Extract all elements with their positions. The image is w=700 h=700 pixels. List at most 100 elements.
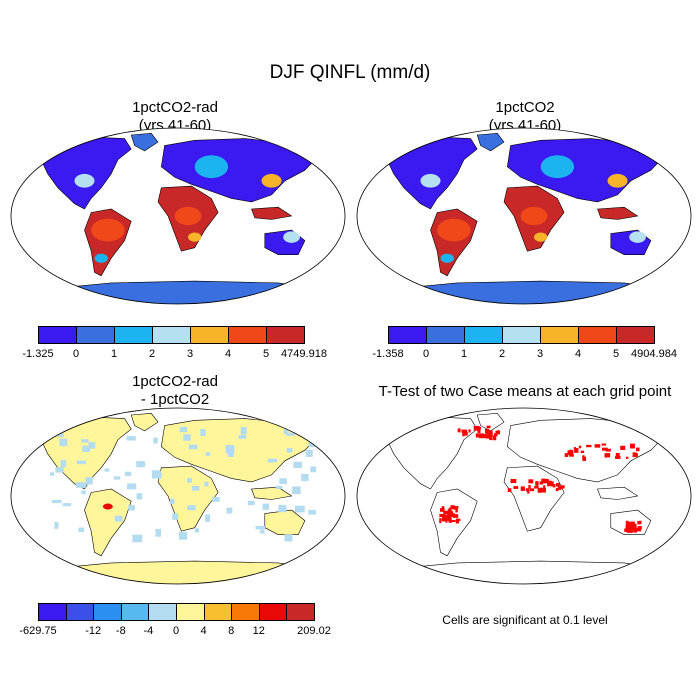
colorbar-1-label-5: 4: [224, 348, 232, 360]
map4-sig-67: [578, 445, 582, 449]
map3-cell-16: [136, 493, 143, 500]
map3-cell-1: [59, 438, 68, 447]
colorbar-3-label-4: -4: [143, 625, 154, 637]
map3-cell-48: [200, 429, 206, 437]
colorbar-2-label-4: 3: [536, 348, 544, 360]
map4-sig-50: [543, 478, 549, 484]
map3-cell-64: [128, 505, 135, 511]
colorbar-2-box-1: [426, 326, 465, 344]
map4-southAmerica: [430, 488, 478, 557]
map3-cell-46: [172, 513, 179, 520]
colorbar-3-box-8: [258, 603, 288, 621]
map4-sig-79: [479, 433, 484, 439]
map3-cell-21: [192, 485, 200, 491]
colorbar-1-box-0: [38, 326, 77, 344]
map3-cell-13: [247, 500, 255, 506]
map4-sig-55: [615, 452, 620, 458]
map3-cell-29: [204, 481, 209, 487]
map4-sig-18: [456, 506, 459, 509]
colorbar-1-box-4: [190, 326, 229, 344]
map3-cell-60: [124, 471, 132, 476]
map1-border: [10, 127, 346, 305]
map4-sig-13: [443, 510, 450, 515]
colorbar-1-label-2: 1: [110, 348, 118, 360]
colorbar-2-box-4: [540, 326, 579, 344]
map4-sig-90: [461, 429, 465, 433]
map4-northAmerica: [386, 416, 478, 490]
map3-cell-25: [188, 444, 198, 450]
colorbar-2-box-6: [616, 326, 655, 344]
map4-sig-41: [510, 478, 517, 484]
map4-sig-35: [556, 482, 560, 487]
colorbar-1-label-7: 4749.918: [281, 348, 327, 360]
map4-sig-82: [496, 430, 501, 435]
colorbar-1-box-6: [266, 326, 305, 344]
map3-cell-30: [283, 428, 289, 435]
map3-cell-17: [88, 442, 96, 449]
figure-title: DJF QINFL (mm/d): [269, 62, 431, 83]
map4-sig-120: [631, 523, 635, 529]
map4-sig-43: [528, 484, 531, 489]
colorbar-3-box-4: [148, 603, 177, 621]
map4-sig-12: [447, 509, 452, 512]
map4-sig-110: [626, 527, 630, 532]
map3-cell-43: [293, 461, 303, 469]
map4-sig-46: [557, 486, 562, 490]
map3-cell-33: [205, 452, 211, 456]
map4-sig-94: [463, 431, 468, 436]
map3-cell-69: [186, 478, 193, 483]
map2-region-7: [534, 232, 548, 242]
colorbar-3-label-3: -8: [115, 625, 126, 637]
map4-sig-66: [636, 447, 640, 452]
map4-sig-65: [625, 456, 629, 459]
colorbar-2-label-3: 2: [498, 348, 506, 360]
map2-antarctica: [369, 280, 679, 304]
map4-sig-103: [475, 433, 480, 438]
map1-region-1: [174, 206, 202, 226]
map4-sig-58: [604, 453, 611, 458]
colorbar-2-label-0: -1.358: [372, 348, 404, 360]
map4-sig-76: [601, 447, 608, 451]
map3-cell-3: [275, 485, 283, 489]
map4-greenland: [476, 412, 505, 432]
map4-sig-70: [564, 453, 568, 457]
map3-cell-66: [294, 505, 305, 513]
map4-sig-59: [634, 453, 638, 457]
map2-northAmerica: [386, 136, 478, 210]
map3-cell-54: [212, 496, 220, 502]
colorbar-3-box-0: [38, 603, 67, 621]
map4-sig-87: [484, 428, 490, 434]
colorbar-2-label-2: 1: [460, 348, 468, 360]
map3-cell-19: [104, 468, 110, 472]
map2-region-4: [607, 173, 628, 188]
map4-sig-96: [463, 429, 468, 434]
map3-cell-37: [60, 460, 67, 468]
colorbar-1-label-6: 5: [262, 348, 270, 360]
map4-sig-95: [486, 425, 491, 429]
map4-sig-48: [551, 481, 554, 484]
map4-sig-2: [446, 514, 452, 518]
map4-sig-22: [449, 513, 455, 517]
map4-sig-34: [535, 481, 539, 486]
map-panel-4: [356, 407, 692, 585]
map4-sig-38: [543, 485, 546, 489]
map4-sig-128: [639, 520, 642, 525]
map4-sig-115: [630, 525, 633, 531]
map4-sig-92: [457, 428, 461, 433]
map4-sig-100: [477, 428, 481, 433]
panel-4-title: T-Test of two Case means at each grid po…: [350, 383, 700, 401]
map-panel-1: [10, 127, 346, 305]
map4-sig-51: [534, 486, 539, 489]
map2-greenland: [476, 132, 505, 152]
map3-cell-12: [278, 504, 287, 513]
colorbar-panel-3: -629.75 -12 -8 -4 0 4 8 12 209.02: [19, 603, 331, 639]
map4-sig-72: [568, 454, 574, 457]
colorbar-2-label-7: 4904.984: [631, 348, 677, 360]
map3-cell-67: [205, 514, 211, 522]
map4-sig-20: [441, 518, 447, 521]
map2-region-1: [520, 206, 548, 226]
colorbar-3-box-7: [231, 603, 260, 621]
map3-cell-51: [240, 427, 247, 435]
map4-sig-10: [448, 518, 452, 523]
